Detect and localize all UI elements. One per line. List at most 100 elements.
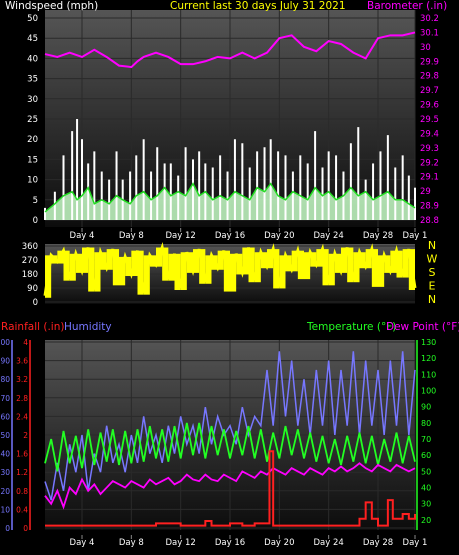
barometer-tick-label: 29.5 [420,115,439,125]
wind-average-line [44,182,416,213]
temperature-axis-label: Temperature (°F) [306,321,396,333]
barometer-tick-label: 29.8 [420,72,439,82]
rain-tick-label: 3.6 [16,357,28,366]
wind-x-tick-label: Day 8 [119,231,144,241]
barometer-tick-label: 29.1 [420,173,439,183]
windspeed-tick-label: 40 [27,54,38,64]
barometer-tick-label: 28.8 [420,216,439,226]
temperature-ticks: 20 30 40 50 60 70 80 90 100 110 120 130 [421,338,436,525]
temperature-tick-label: 20 [421,516,431,525]
dewpoint-axis-label: Dew Point (°F) [386,321,459,333]
temperature-tick-label: 50 [421,467,431,476]
barometer-axis-label: Barometer (.in) [367,0,447,12]
barometer-tick-label: 28.9 [420,202,439,212]
temperature-tick-label: 110 [421,370,436,379]
wind-x-tick-label: Day 4 [70,231,95,241]
temperature-tick-label: 130 [421,338,436,347]
rainfall-axis-label: Rainfall (.in) [1,321,64,333]
rain-tick-label: 4 [23,338,28,347]
windspeed-tick-label: 15 [27,155,38,165]
compass-label: E [429,280,436,293]
temperature-tick-label: 30 [421,500,431,509]
climate-x-tick-label: Day 24 [314,538,344,548]
windspeed-tick-label: 45 [27,34,38,44]
direction-ticks: 0 90 180 270 360 [22,242,38,308]
humidity-line [44,351,416,501]
humidity-tick-label: 60 [0,412,10,421]
direction-tick-label: 270 [22,256,38,266]
windspeed-tick-label: 20 [27,135,38,145]
compass-label: S [429,266,436,279]
humidity-tick-label: 20 [0,487,10,496]
direction-series [43,241,417,298]
barometer-ticks: 28.8 28.9 29 29.1 29.2 29.3 29.4 29.5 29.6 29.7 29… [420,14,439,226]
barometer-tick-label: 30 [420,43,431,53]
windspeed-ticks: 0 5 10 15 20 25 30 35 40 45 50 [27,14,38,226]
temperature-tick-label: 90 [421,403,431,412]
compass-label: N [428,293,436,306]
rain-tick-label: 3.2 [16,375,28,384]
rain-tick-label: 1.2 [16,468,28,477]
windspeed-tick-label: 0 [33,216,38,226]
climate-x-tick-label: Day 16 [215,538,245,548]
barometer-tick-label: 29.4 [420,129,439,139]
windspeed-tick-label: 5 [33,196,38,206]
climate-x-tick-label: Day 4 [70,538,95,548]
direction-tick-label: 180 [22,270,38,280]
wind-x-tick-label: Day 1 [403,231,428,241]
humidity-tick-label: 40 [0,450,10,459]
rain-tick-label: 2.4 [16,412,28,421]
direction-tick-label: 360 [22,242,38,252]
wind-x-tick-label: Day 16 [215,231,245,241]
barometer-tick-label: 29.6 [420,101,439,111]
direction-tick-label: 90 [27,284,38,294]
temperature-tick-label: 120 [421,354,436,363]
humidity-tick-label: 10 [0,505,10,514]
windspeed-tick-label: 25 [27,115,38,125]
rain-humidity-temp-panel: Rainfall (.in) Humidity Temperature (°F)… [0,321,459,548]
direction-line [43,241,417,297]
barometer-tick-label: 30.1 [420,28,439,38]
barometer-tick-label: 30.2 [420,14,439,24]
temperature-tick-label: 80 [421,419,431,428]
humidity-tick-label: 0 [5,524,10,533]
windspeed-tick-label: 35 [27,75,38,85]
temperature-tick-label: 100 [421,387,436,396]
direction-tick-label: 0 [33,298,38,308]
humidity-tick-label: 100 [0,338,10,347]
climate-x-tick-label: Day 8 [119,538,144,548]
rain-tick-label: 0 [23,524,28,533]
climate-series [44,351,416,527]
rain-ticks: 0 0.4 0.8 1.2 1.6 2 2.4 2.8 3.2 3.6 4 [16,338,28,533]
rain-tick-label: 0.4 [16,505,28,514]
chart-title: Current last 30 days July 31 2021 [170,0,346,12]
wind-x-tick-label: Day 24 [314,231,344,241]
climate-x-ticks: Day 4 Day 8 Day 12 Day 16 Day 20 Day 24 Day 28… [70,535,428,548]
temperature-tick-label: 40 [421,484,431,493]
dewpoint-line [44,462,416,510]
rain-tick-label: 2 [23,431,28,440]
rain-tick-label: 1.6 [16,450,28,459]
barometer-tick-label: 29.3 [420,144,439,154]
temperature-tick-label: 70 [421,435,431,444]
temperature-line [44,422,416,472]
rain-line [45,450,416,527]
windspeed-tick-label: 50 [27,14,38,24]
barometer-tick-label: 29.2 [420,158,439,168]
compass-label: N [428,239,436,252]
humidity-ticks: 0 10 20 30 40 50 60 70 80 90 100 [0,338,10,533]
temperature-tick-label: 60 [421,451,431,460]
windspeed-axis-label: Windspeed (mph) [5,0,98,12]
climate-x-tick-label: Day 1 [403,538,428,548]
humidity-axis-label: Humidity [64,321,112,333]
windspeed-tick-label: 10 [27,176,38,186]
humidity-tick-label: 90 [0,357,10,366]
rain-tick-label: 2.8 [16,394,28,403]
wind-x-ticks: Day 4 Day 8 Day 12 Day 16 Day 20 Day 24 Day 28… [70,228,428,241]
wind-x-tick-label: Day 12 [166,231,196,241]
climate-x-tick-label: Day 12 [166,538,196,548]
humidity-tick-label: 70 [0,394,10,403]
rain-tick-label: 0.8 [16,487,28,496]
